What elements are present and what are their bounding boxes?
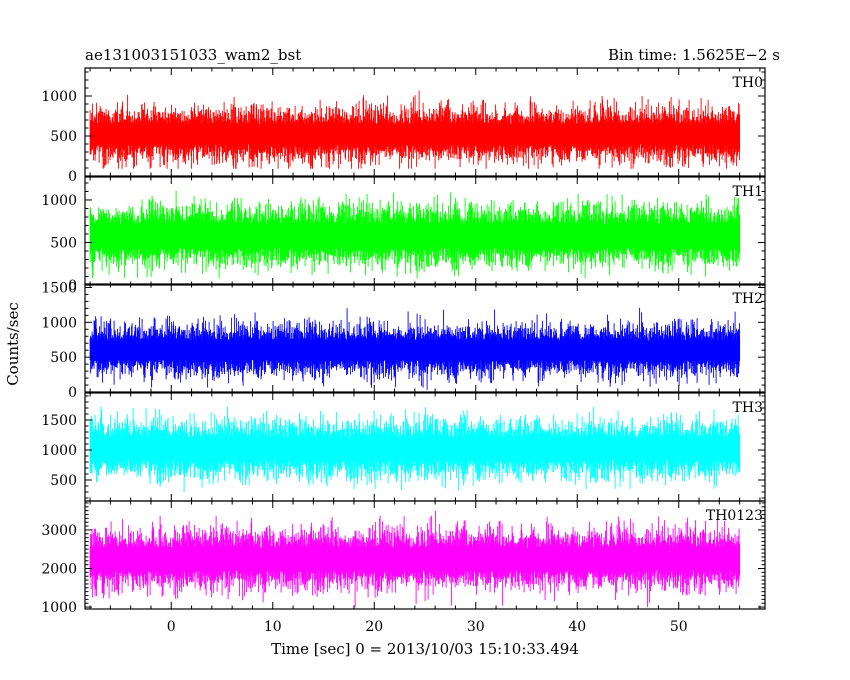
y-tick-label: 500 — [50, 350, 77, 366]
x-tick-label: 50 — [670, 619, 688, 635]
panel-th0123: 1000 2000 3000 TH0123 — [41, 500, 766, 616]
y-tick-label: 0 — [68, 278, 77, 294]
y-tick-label: 1000 — [41, 315, 77, 331]
x-tick-label: 20 — [365, 619, 383, 635]
panel-label: TH2 — [733, 291, 763, 307]
y-tick-label: 0 — [68, 169, 77, 185]
panel-label: TH0123 — [706, 508, 763, 524]
y-tick-label: 500 — [50, 235, 77, 251]
panel-label: TH1 — [733, 184, 763, 200]
x-tick-label: 10 — [264, 619, 282, 635]
x-tick-labels: 0 10 20 30 40 50 — [167, 619, 688, 635]
y-tick-label: 1500 — [41, 413, 77, 429]
y-tick-label: 3000 — [41, 523, 77, 539]
y-tick-label: 1000 — [41, 600, 77, 616]
y-tick-label: 500 — [50, 129, 77, 145]
x-tick-label: 30 — [467, 619, 485, 635]
series-th0123 — [89, 510, 741, 608]
series-th0 — [89, 90, 741, 169]
panel-th3: 500 1000 1500 TH3 — [41, 392, 766, 502]
series-th3 — [89, 406, 741, 493]
panel-label: TH3 — [733, 400, 763, 416]
y-tick-label: 0 — [68, 385, 77, 401]
x-tick-label: 40 — [568, 619, 586, 635]
y-tick-label: 2000 — [41, 562, 77, 578]
panel-frame — [84, 67, 766, 177]
y-tick-label: 1500 — [41, 280, 77, 296]
panel-frame — [84, 283, 766, 393]
y-axis-label: Counts/sec — [4, 302, 22, 386]
series-th1 — [89, 190, 741, 279]
series-th2 — [89, 307, 741, 390]
y-tick-label: 500 — [50, 473, 77, 489]
panel-label: TH0 — [733, 75, 763, 91]
panel-th1: 0 500 1000 TH1 — [41, 176, 766, 294]
panel-th0: 0 500 1000 TH0 — [41, 67, 766, 185]
header-left-title: ae131003151033_wam2_bst — [85, 46, 301, 64]
y-tick-label: 1000 — [41, 443, 77, 459]
panel-frame — [84, 176, 766, 286]
panels: 0 500 1000 TH0 0 500 1000 TH1 0 500 1000 1500 TH2 500… — [41, 67, 766, 616]
panel-frame — [84, 500, 766, 610]
header-bin-time: Bin time: 1.5625E−2 s — [608, 46, 780, 64]
panel-th2: 0 500 1000 1500 TH2 — [41, 280, 766, 401]
y-tick-label: 1000 — [41, 193, 77, 209]
y-tick-label: 1000 — [41, 89, 77, 105]
x-tick-label: 0 — [167, 619, 176, 635]
x-axis-label: Time [sec] 0 = 2013/10/03 15:10:33.494 — [271, 640, 579, 658]
